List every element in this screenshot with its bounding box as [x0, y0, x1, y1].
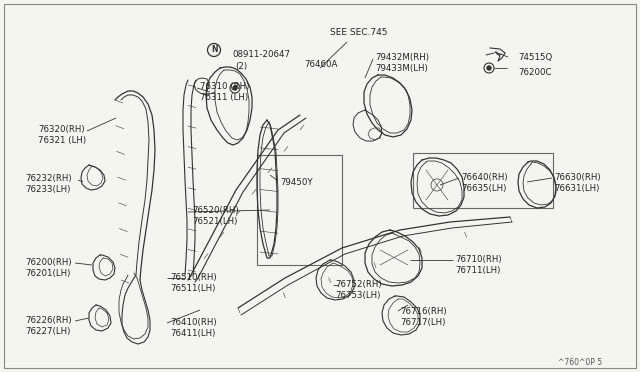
Text: 76510(RH): 76510(RH) — [170, 273, 216, 282]
Text: 76635(LH): 76635(LH) — [461, 184, 506, 193]
Text: 76226(RH): 76226(RH) — [25, 316, 72, 325]
Text: 76310 (RH): 76310 (RH) — [200, 82, 250, 91]
Text: 08911-20647: 08911-20647 — [232, 50, 290, 59]
Text: 76716(RH): 76716(RH) — [400, 307, 447, 316]
Text: 76752(RH): 76752(RH) — [335, 280, 381, 289]
Text: 76232(RH): 76232(RH) — [25, 174, 72, 183]
Text: 76233(LH): 76233(LH) — [25, 185, 70, 194]
Text: 76460A: 76460A — [304, 60, 337, 69]
Text: 76711(LH): 76711(LH) — [455, 266, 500, 275]
Text: N: N — [211, 45, 217, 55]
Text: 76201(LH): 76201(LH) — [25, 269, 70, 278]
Text: 76511(LH): 76511(LH) — [170, 284, 216, 293]
Text: 76710(RH): 76710(RH) — [455, 255, 502, 264]
Bar — [257, 155, 342, 265]
Text: 76320(RH): 76320(RH) — [38, 125, 84, 134]
Text: 76411(LH): 76411(LH) — [170, 329, 216, 338]
Circle shape — [233, 86, 237, 90]
Text: SEE SEC.745: SEE SEC.745 — [330, 28, 387, 37]
Text: 76520(RH): 76520(RH) — [192, 206, 239, 215]
Circle shape — [487, 66, 491, 70]
Text: 76630(RH): 76630(RH) — [554, 173, 600, 182]
Text: ^760^0P 5: ^760^0P 5 — [558, 358, 602, 367]
Text: 79450Y: 79450Y — [280, 178, 312, 187]
Text: 76640(RH): 76640(RH) — [461, 173, 508, 182]
Text: 76321 (LH): 76321 (LH) — [38, 136, 86, 145]
Text: 76200C: 76200C — [518, 68, 552, 77]
Text: 76717(LH): 76717(LH) — [400, 318, 445, 327]
Text: 79432M(RH): 79432M(RH) — [375, 53, 429, 62]
Text: 74515Q: 74515Q — [518, 53, 552, 62]
Text: (2): (2) — [235, 62, 247, 71]
Text: 76521(LH): 76521(LH) — [192, 217, 237, 226]
Text: 76311 (LH): 76311 (LH) — [200, 93, 248, 102]
Bar — [413, 153, 553, 208]
Text: 76227(LH): 76227(LH) — [25, 327, 70, 336]
Text: 76631(LH): 76631(LH) — [554, 184, 600, 193]
Text: 76200(RH): 76200(RH) — [25, 258, 72, 267]
Text: 76410(RH): 76410(RH) — [170, 318, 216, 327]
Text: 76753(LH): 76753(LH) — [335, 291, 380, 300]
Text: 79433M(LH): 79433M(LH) — [375, 64, 428, 73]
